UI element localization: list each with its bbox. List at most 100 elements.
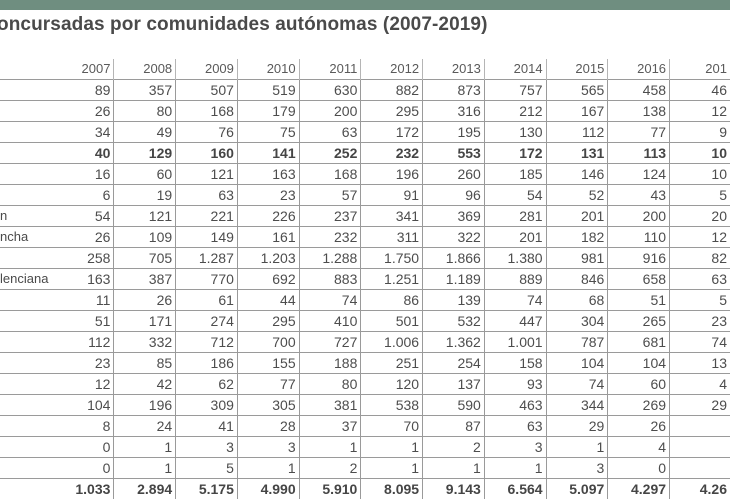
- value-cell: 91: [360, 184, 423, 206]
- row-label: [0, 79, 64, 101]
- value-cell: 23: [669, 310, 730, 332]
- value-cell: 54: [63, 205, 114, 227]
- total-cell: 9.143: [422, 478, 485, 499]
- value-cell: 341: [360, 205, 423, 227]
- row-label: n: [0, 205, 64, 227]
- value-cell: 1: [360, 457, 423, 479]
- value-cell: 158: [483, 352, 547, 374]
- value-cell: 1: [113, 457, 176, 479]
- value-cell: [669, 436, 730, 458]
- value-cell: 1.189: [422, 268, 485, 290]
- value-cell: 2: [422, 436, 485, 458]
- value-cell: 3: [483, 436, 547, 458]
- value-cell: 232: [298, 226, 361, 248]
- total-cell: 5.097: [545, 478, 608, 499]
- value-cell: 1.006: [360, 331, 423, 353]
- value-cell: 163: [236, 163, 300, 185]
- value-cell: 167: [545, 100, 608, 122]
- table-container: 2007 2008 2009 2010 2011 2012 2013 2014 2015 2016…: [0, 59, 730, 500]
- value-cell: 3: [236, 436, 300, 458]
- value-cell: 60: [113, 163, 176, 185]
- value-cell: 51: [63, 310, 114, 332]
- total-cell: 8.095: [360, 478, 423, 499]
- value-cell: 29: [669, 394, 730, 416]
- value-cell: 1: [545, 436, 608, 458]
- value-cell: 161: [236, 226, 300, 248]
- value-cell: 254: [422, 352, 485, 374]
- value-cell: 23: [63, 352, 114, 374]
- year-header: 2013: [422, 59, 485, 80]
- total-cell: 4.26: [669, 478, 730, 499]
- value-cell: 13: [669, 352, 730, 374]
- total-cell: 4.990: [236, 478, 300, 499]
- value-cell: 85: [113, 352, 176, 374]
- value-cell: 62: [175, 373, 238, 395]
- value-cell: 1.362: [422, 331, 485, 353]
- value-cell: 182: [545, 226, 608, 248]
- value-cell: 757: [483, 79, 547, 101]
- table-row: 51 171 274 295 410 501 532 447 304 265 23: [0, 310, 730, 332]
- value-cell: 10: [669, 142, 730, 164]
- value-cell: 74: [545, 373, 608, 395]
- year-header: 2016: [607, 59, 670, 80]
- value-cell: 1: [422, 457, 485, 479]
- row-label: [0, 331, 64, 353]
- value-cell: 727: [298, 331, 361, 353]
- table-row: n 54 121 221 226 237 341 369 281 201 200 20: [0, 205, 730, 227]
- year-header: 2014: [483, 59, 547, 80]
- value-cell: 9: [669, 121, 730, 143]
- value-cell: 1.380: [483, 247, 547, 269]
- value-cell: 19: [113, 184, 176, 206]
- value-cell: 463: [483, 394, 547, 416]
- value-cell: 787: [545, 331, 608, 353]
- value-cell: 226: [236, 205, 300, 227]
- value-cell: 381: [298, 394, 361, 416]
- value-cell: 322: [422, 226, 485, 248]
- value-cell: 538: [360, 394, 423, 416]
- value-cell: 553: [422, 142, 485, 164]
- value-cell: 260: [422, 163, 485, 185]
- total-cell: 5.175: [175, 478, 238, 499]
- value-cell: 846: [545, 268, 608, 290]
- value-cell: 138: [607, 100, 670, 122]
- value-cell: 23: [236, 184, 300, 206]
- value-cell: 309: [175, 394, 238, 416]
- value-cell: 6: [63, 184, 114, 206]
- value-cell: 44: [236, 289, 300, 311]
- value-cell: 889: [483, 268, 547, 290]
- value-cell: 1: [298, 436, 361, 458]
- header-rule: [0, 0, 730, 10]
- value-cell: 163: [63, 268, 114, 290]
- value-cell: 344: [545, 394, 608, 416]
- value-cell: 200: [607, 205, 670, 227]
- value-cell: 179: [236, 100, 300, 122]
- value-cell: 139: [422, 289, 485, 311]
- value-cell: 63: [669, 268, 730, 290]
- total-row: 1.033 2.894 5.175 4.990 5.910 8.095 9.143 6.564…: [0, 478, 730, 499]
- table-row: 11 26 61 44 74 86 139 74 68 51 5: [0, 289, 730, 311]
- value-cell: 51: [607, 289, 670, 311]
- value-cell: 54: [483, 184, 547, 206]
- value-cell: 258: [63, 247, 114, 269]
- row-label: [0, 142, 64, 164]
- value-cell: 458: [607, 79, 670, 101]
- value-cell: 981: [545, 247, 608, 269]
- value-cell: 221: [175, 205, 238, 227]
- total-cell: 5.910: [298, 478, 361, 499]
- value-cell: 188: [298, 352, 361, 374]
- value-cell: 34: [63, 121, 114, 143]
- value-cell: 251: [360, 352, 423, 374]
- value-cell: 82: [669, 247, 730, 269]
- row-label: [0, 373, 64, 395]
- value-cell: 77: [236, 373, 300, 395]
- value-cell: 89: [63, 79, 114, 101]
- value-cell: 137: [422, 373, 485, 395]
- value-cell: 692: [236, 268, 300, 290]
- table-row: 23 85 186 155 188 251 254 158 104 104 13: [0, 352, 730, 374]
- value-cell: 252: [298, 142, 361, 164]
- value-cell: 75: [236, 121, 300, 143]
- value-cell: 41: [175, 415, 238, 437]
- value-cell: 410: [298, 310, 361, 332]
- value-cell: 121: [175, 163, 238, 185]
- value-cell: 1.750: [360, 247, 423, 269]
